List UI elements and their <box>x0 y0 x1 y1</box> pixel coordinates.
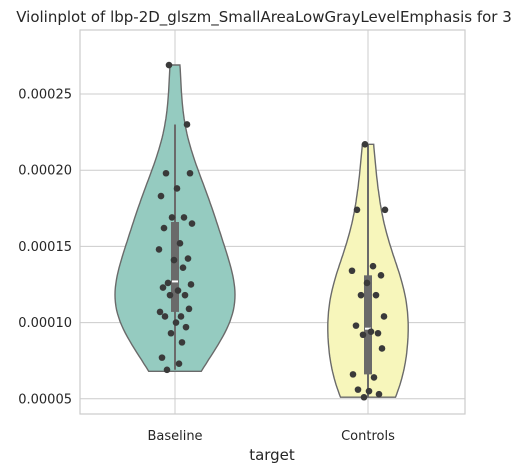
data-point <box>370 374 378 381</box>
data-point <box>178 339 186 346</box>
data-point <box>369 262 377 270</box>
data-point <box>353 206 361 214</box>
data-point <box>372 291 380 299</box>
plot-area: 0.00005 0.00010 0.00015 0.00020 0.00025 Basel… <box>18 29 466 444</box>
y-tick-label: 0.00010 <box>18 316 72 331</box>
data-point <box>360 393 368 401</box>
data-point <box>363 279 371 287</box>
data-point <box>161 313 169 320</box>
data-point <box>378 345 386 352</box>
data-point <box>375 390 383 398</box>
data-point <box>185 305 193 313</box>
data-point <box>155 246 163 253</box>
chart-title: Violinplot of lbp-2D_glszm_SmallAreaLowG… <box>16 8 512 27</box>
x-tick-label: Baseline <box>147 429 202 444</box>
x-axis-label: target <box>249 446 295 464</box>
data-point <box>183 121 191 128</box>
data-point <box>359 331 367 339</box>
y-tick-label: 0.00005 <box>18 392 72 407</box>
data-point <box>160 224 168 232</box>
data-point <box>361 140 369 148</box>
data-point <box>354 386 362 393</box>
data-point <box>357 291 365 299</box>
y-tick-label: 0.00025 <box>18 88 72 103</box>
data-point <box>188 220 196 227</box>
data-point <box>156 308 164 316</box>
data-point <box>176 240 184 247</box>
data-point <box>184 255 192 262</box>
data-point <box>162 169 170 177</box>
data-point <box>348 267 356 275</box>
data-point <box>173 185 181 192</box>
data-point <box>365 387 373 395</box>
data-point <box>352 322 360 329</box>
data-point <box>177 313 185 320</box>
data-point <box>163 366 171 374</box>
data-point <box>175 360 183 368</box>
violin-iqr-box <box>171 222 179 312</box>
data-point <box>374 329 382 337</box>
data-point <box>186 169 194 177</box>
violin-iqr-box <box>364 275 372 375</box>
data-point <box>164 279 172 287</box>
data-point <box>181 291 189 299</box>
data-point <box>377 272 385 279</box>
data-point <box>182 323 190 331</box>
data-point <box>165 61 173 69</box>
data-point <box>380 313 388 320</box>
data-point <box>172 319 180 326</box>
data-point <box>158 354 166 361</box>
y-tick-label: 0.00015 <box>18 240 72 255</box>
data-point <box>166 291 174 299</box>
data-point <box>180 214 188 221</box>
data-point <box>381 206 389 214</box>
data-point <box>167 329 175 337</box>
data-point <box>349 371 357 378</box>
plot-frame <box>79 29 466 415</box>
data-point <box>174 287 182 294</box>
y-tick-label: 0.00020 <box>18 164 72 179</box>
data-point <box>159 284 167 291</box>
data-point <box>170 256 178 264</box>
data-point <box>168 214 176 221</box>
data-point <box>179 264 187 272</box>
x-tick-label: Controls <box>341 429 395 444</box>
data-point <box>187 281 195 288</box>
data-point <box>367 328 375 336</box>
data-point <box>157 192 165 200</box>
